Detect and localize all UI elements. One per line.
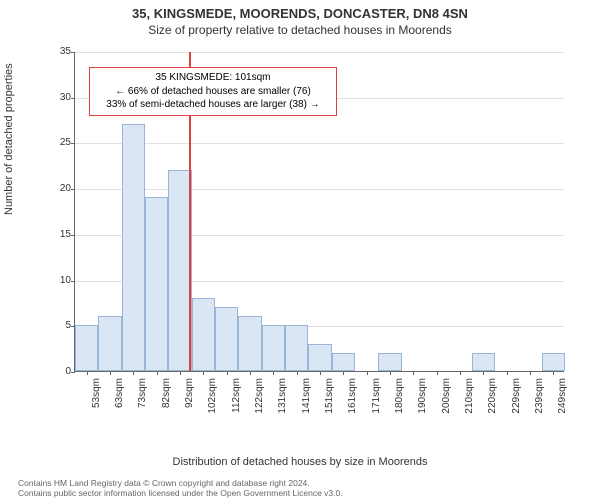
- xtick-label: 229sqm: [511, 378, 522, 414]
- callout-line-2: ← 66% of detached houses are smaller (76…: [96, 85, 330, 99]
- ytick-label: 20: [51, 183, 71, 194]
- xtick-label: 190sqm: [417, 378, 428, 414]
- histogram-bar: [472, 353, 495, 371]
- ytick-label: 15: [51, 229, 71, 240]
- xtick-mark: [413, 371, 414, 375]
- xtick-label: 239sqm: [534, 378, 545, 414]
- xtick-label: 161sqm: [347, 378, 358, 414]
- xtick-mark: [483, 371, 484, 375]
- gridline: [75, 52, 564, 53]
- ytick-mark: [71, 281, 75, 282]
- ytick-mark: [71, 98, 75, 99]
- xtick-label: 171sqm: [371, 378, 382, 414]
- ytick-mark: [71, 235, 75, 236]
- ytick-label: 25: [51, 137, 71, 148]
- callout-line-3: 33% of semi-detached houses are larger (…: [96, 98, 330, 112]
- plot-area: 0510152025303553sqm63sqm73sqm82sqm92sqm1…: [74, 52, 564, 372]
- histogram-bar: [542, 353, 565, 371]
- histogram-bar: [308, 344, 331, 371]
- xtick-mark: [367, 371, 368, 375]
- histogram-bar: [122, 124, 145, 371]
- ytick-label: 0: [51, 366, 71, 377]
- xtick-label: 82sqm: [161, 378, 172, 408]
- xtick-label: 141sqm: [301, 378, 312, 414]
- gridline: [75, 189, 564, 190]
- footer-attribution: Contains HM Land Registry data © Crown c…: [18, 478, 343, 498]
- ytick-mark: [71, 372, 75, 373]
- ytick-mark: [71, 143, 75, 144]
- xtick-mark: [250, 371, 251, 375]
- footer-line-1: Contains HM Land Registry data © Crown c…: [18, 478, 343, 488]
- histogram-bar: [145, 197, 168, 371]
- xtick-mark: [343, 371, 344, 375]
- xtick-label: 63sqm: [114, 378, 125, 408]
- xtick-mark: [203, 371, 204, 375]
- x-axis-label: Distribution of detached houses by size …: [0, 456, 600, 468]
- gridline: [75, 143, 564, 144]
- chart-container: 0 5 10 15 20 25 30 35 53sqm 63sqm 73sqm 82sqm 92sqm 1…: [44, 44, 574, 414]
- xtick-mark: [227, 371, 228, 375]
- histogram-bar: [262, 325, 285, 371]
- histogram-bar: [75, 325, 98, 371]
- histogram-bar: [192, 298, 215, 371]
- histogram-bar: [378, 353, 401, 371]
- xtick-mark: [437, 371, 438, 375]
- xtick-label: 122sqm: [254, 378, 265, 414]
- ytick-label: 10: [51, 275, 71, 286]
- xtick-mark: [133, 371, 134, 375]
- xtick-mark: [180, 371, 181, 375]
- xtick-label: 220sqm: [487, 378, 498, 414]
- histogram-bar: [285, 325, 308, 371]
- xtick-mark: [390, 371, 391, 375]
- xtick-mark: [273, 371, 274, 375]
- xtick-mark: [297, 371, 298, 375]
- footer-line-2: Contains public sector information licen…: [18, 488, 343, 498]
- ytick-label: 30: [51, 92, 71, 103]
- histogram-bar: [98, 316, 121, 371]
- page-title-address: 35, KINGSMEDE, MOORENDS, DONCASTER, DN8 …: [0, 6, 600, 21]
- xtick-label: 53sqm: [91, 378, 102, 408]
- y-axis-label: Number of detached properties: [3, 63, 15, 215]
- histogram-bar: [238, 316, 261, 371]
- xtick-mark: [87, 371, 88, 375]
- xtick-mark: [460, 371, 461, 375]
- xtick-mark: [320, 371, 321, 375]
- callout-box: 35 KINGSMEDE: 101sqm← 66% of detached ho…: [89, 67, 337, 116]
- xtick-mark: [530, 371, 531, 375]
- ytick-mark: [71, 52, 75, 53]
- callout-line-1: 35 KINGSMEDE: 101sqm: [96, 71, 330, 85]
- ytick-mark: [71, 189, 75, 190]
- xtick-mark: [157, 371, 158, 375]
- page-subtitle: Size of property relative to detached ho…: [0, 23, 600, 37]
- xtick-label: 92sqm: [184, 378, 195, 408]
- histogram-bar: [168, 170, 191, 371]
- xtick-mark: [110, 371, 111, 375]
- histogram-bar: [332, 353, 355, 371]
- xtick-label: 180sqm: [394, 378, 405, 414]
- xtick-label: 249sqm: [557, 378, 568, 414]
- xtick-label: 73sqm: [137, 378, 148, 408]
- histogram-bar: [215, 307, 238, 371]
- xtick-label: 102sqm: [207, 378, 218, 414]
- xtick-mark: [507, 371, 508, 375]
- xtick-label: 151sqm: [324, 378, 335, 414]
- xtick-label: 210sqm: [464, 378, 475, 414]
- ytick-label: 5: [51, 320, 71, 331]
- xtick-label: 200sqm: [441, 378, 452, 414]
- xtick-label: 131sqm: [277, 378, 288, 414]
- xtick-label: 112sqm: [231, 378, 242, 413]
- xtick-mark: [553, 371, 554, 375]
- ytick-label: 35: [51, 46, 71, 57]
